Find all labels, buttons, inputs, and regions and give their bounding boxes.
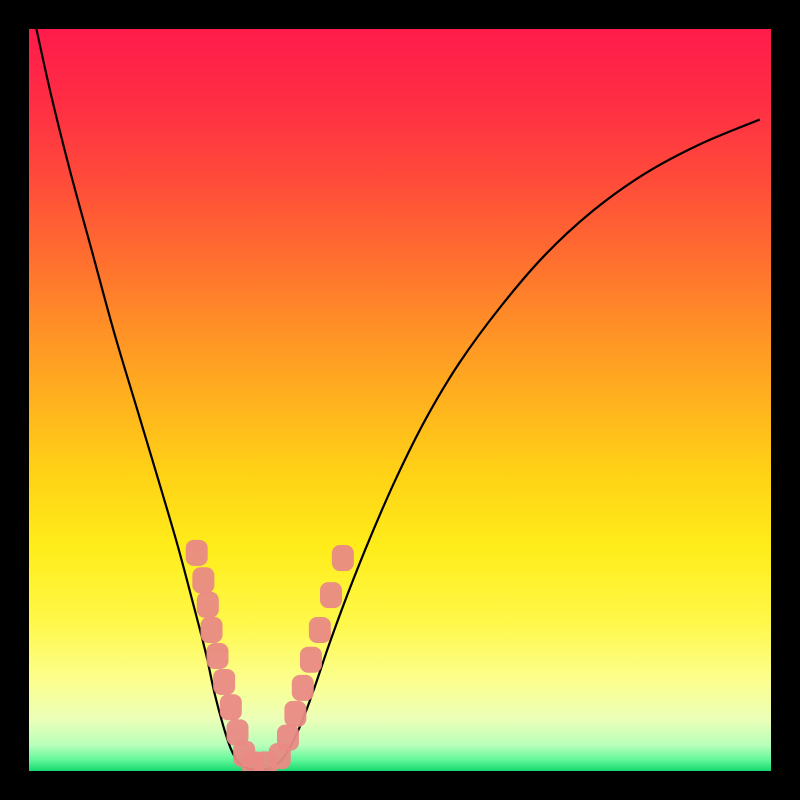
marker-point [300, 647, 322, 673]
marker-point [201, 617, 223, 643]
marker-point [332, 545, 354, 571]
marker-point [192, 567, 214, 593]
bottleneck-chart [0, 0, 800, 800]
marker-point [320, 582, 342, 608]
marker-point [213, 669, 235, 695]
marker-point [197, 592, 219, 618]
marker-point [284, 701, 306, 727]
marker-point [309, 617, 331, 643]
marker-point [292, 675, 314, 701]
marker-point [220, 694, 242, 720]
marker-point [277, 725, 299, 751]
marker-point [186, 540, 208, 566]
marker-point [206, 643, 228, 669]
plot-background [29, 29, 771, 771]
